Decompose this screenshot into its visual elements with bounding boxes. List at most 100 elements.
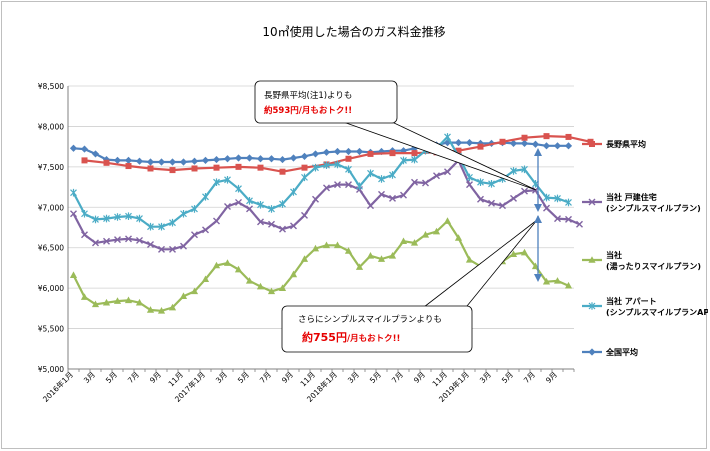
data-point bbox=[212, 155, 221, 164]
data-point bbox=[91, 150, 100, 158]
data-point bbox=[323, 161, 330, 170]
data-point bbox=[201, 156, 210, 164]
data-point bbox=[268, 205, 275, 213]
y-tick-label: ¥5,000 bbox=[38, 365, 64, 374]
data-point bbox=[257, 164, 264, 171]
data-point bbox=[257, 218, 264, 226]
data-point bbox=[345, 165, 352, 174]
legend-label-line: (湯ったりスマイルプラン) bbox=[606, 261, 701, 271]
data-point bbox=[312, 195, 319, 203]
legend-label: 当社(湯ったりスマイルプラン) bbox=[606, 250, 701, 271]
data-point bbox=[114, 213, 121, 221]
data-point bbox=[179, 292, 188, 300]
data-point bbox=[377, 255, 386, 262]
data-point bbox=[223, 259, 232, 266]
data-point bbox=[147, 240, 154, 248]
data-point bbox=[157, 158, 166, 166]
callout-2-box bbox=[281, 305, 473, 353]
data-point bbox=[543, 204, 550, 212]
data-point bbox=[290, 222, 297, 230]
y-tick-label: ¥8,000 bbox=[38, 122, 64, 131]
data-point bbox=[465, 139, 474, 147]
data-point bbox=[202, 192, 209, 201]
data-point bbox=[367, 150, 374, 157]
data-point bbox=[588, 256, 596, 263]
data-point bbox=[565, 133, 572, 140]
data-point bbox=[147, 222, 154, 231]
data-point bbox=[389, 171, 396, 179]
data-point bbox=[234, 154, 243, 162]
data-point bbox=[279, 200, 286, 208]
data-point bbox=[125, 163, 132, 170]
data-point bbox=[80, 145, 89, 153]
legend-label-line: 全国平均 bbox=[605, 347, 638, 357]
data-point bbox=[520, 139, 529, 148]
data-point bbox=[367, 202, 374, 210]
data-point bbox=[466, 181, 473, 189]
data-point bbox=[344, 147, 353, 156]
data-point bbox=[543, 133, 550, 140]
data-point bbox=[201, 275, 210, 283]
data-point bbox=[565, 198, 572, 207]
data-point bbox=[125, 235, 132, 243]
data-point bbox=[531, 140, 540, 148]
data-point bbox=[477, 195, 484, 203]
data-point bbox=[443, 217, 452, 224]
data-point bbox=[488, 199, 495, 207]
x-tick-label: 11月 bbox=[430, 370, 448, 388]
data-point bbox=[224, 202, 231, 210]
data-point bbox=[444, 168, 451, 176]
diff-arrow-head-top bbox=[534, 148, 542, 156]
data-point bbox=[279, 225, 286, 233]
data-point bbox=[91, 300, 100, 308]
data-point bbox=[69, 271, 78, 279]
data-point bbox=[70, 210, 77, 218]
data-point bbox=[576, 220, 583, 228]
data-point bbox=[542, 277, 551, 285]
data-point bbox=[312, 163, 319, 172]
data-point bbox=[102, 298, 111, 306]
x-tick-label: 5月 bbox=[236, 370, 251, 385]
data-point bbox=[344, 247, 353, 254]
data-point bbox=[465, 256, 474, 263]
data-point bbox=[114, 236, 121, 244]
data-point bbox=[509, 250, 518, 257]
data-point bbox=[158, 245, 165, 253]
series-line bbox=[72, 135, 569, 228]
data-point bbox=[366, 252, 375, 259]
chart-title: 10㎥使用した場合のガス料金推移 bbox=[262, 24, 445, 39]
legend-item-1: 長野県平均 bbox=[582, 139, 646, 149]
data-point bbox=[124, 296, 133, 304]
data-point bbox=[334, 181, 341, 189]
data-point bbox=[158, 222, 165, 231]
legend-label: 当社 戸建住宅(シンプルスマイルプラン) bbox=[606, 192, 701, 213]
legend-item-2: 当社 戸建住宅(シンプルスマイルプラン) bbox=[582, 192, 701, 213]
data-point bbox=[169, 167, 176, 174]
data-point bbox=[80, 293, 89, 300]
data-point bbox=[345, 155, 352, 162]
data-point bbox=[588, 348, 596, 356]
x-tick-label: 5月 bbox=[368, 370, 383, 385]
data-point bbox=[180, 242, 187, 250]
data-point bbox=[70, 188, 77, 197]
data-point bbox=[289, 154, 298, 162]
data-point bbox=[168, 303, 177, 311]
data-point bbox=[278, 155, 287, 164]
data-point bbox=[92, 239, 99, 247]
data-point bbox=[553, 142, 562, 150]
data-point bbox=[432, 227, 441, 235]
data-point bbox=[521, 165, 528, 174]
data-point bbox=[400, 191, 407, 199]
y-tick-label: ¥7,000 bbox=[38, 203, 64, 212]
y-axis: ¥5,000 ¥5,500 ¥6,000 ¥6,500 ¥7,000 ¥7,500 ¥8,0… bbox=[38, 82, 69, 374]
y-tick-label: ¥5,500 bbox=[38, 325, 64, 334]
y-tick-label: ¥7,500 bbox=[38, 163, 64, 172]
data-point bbox=[421, 230, 430, 238]
data-point bbox=[246, 197, 253, 205]
data-point bbox=[179, 158, 188, 166]
data-point bbox=[388, 252, 397, 259]
data-point bbox=[103, 159, 110, 166]
x-tick-label: 3月 bbox=[478, 370, 493, 385]
data-point bbox=[289, 270, 298, 278]
